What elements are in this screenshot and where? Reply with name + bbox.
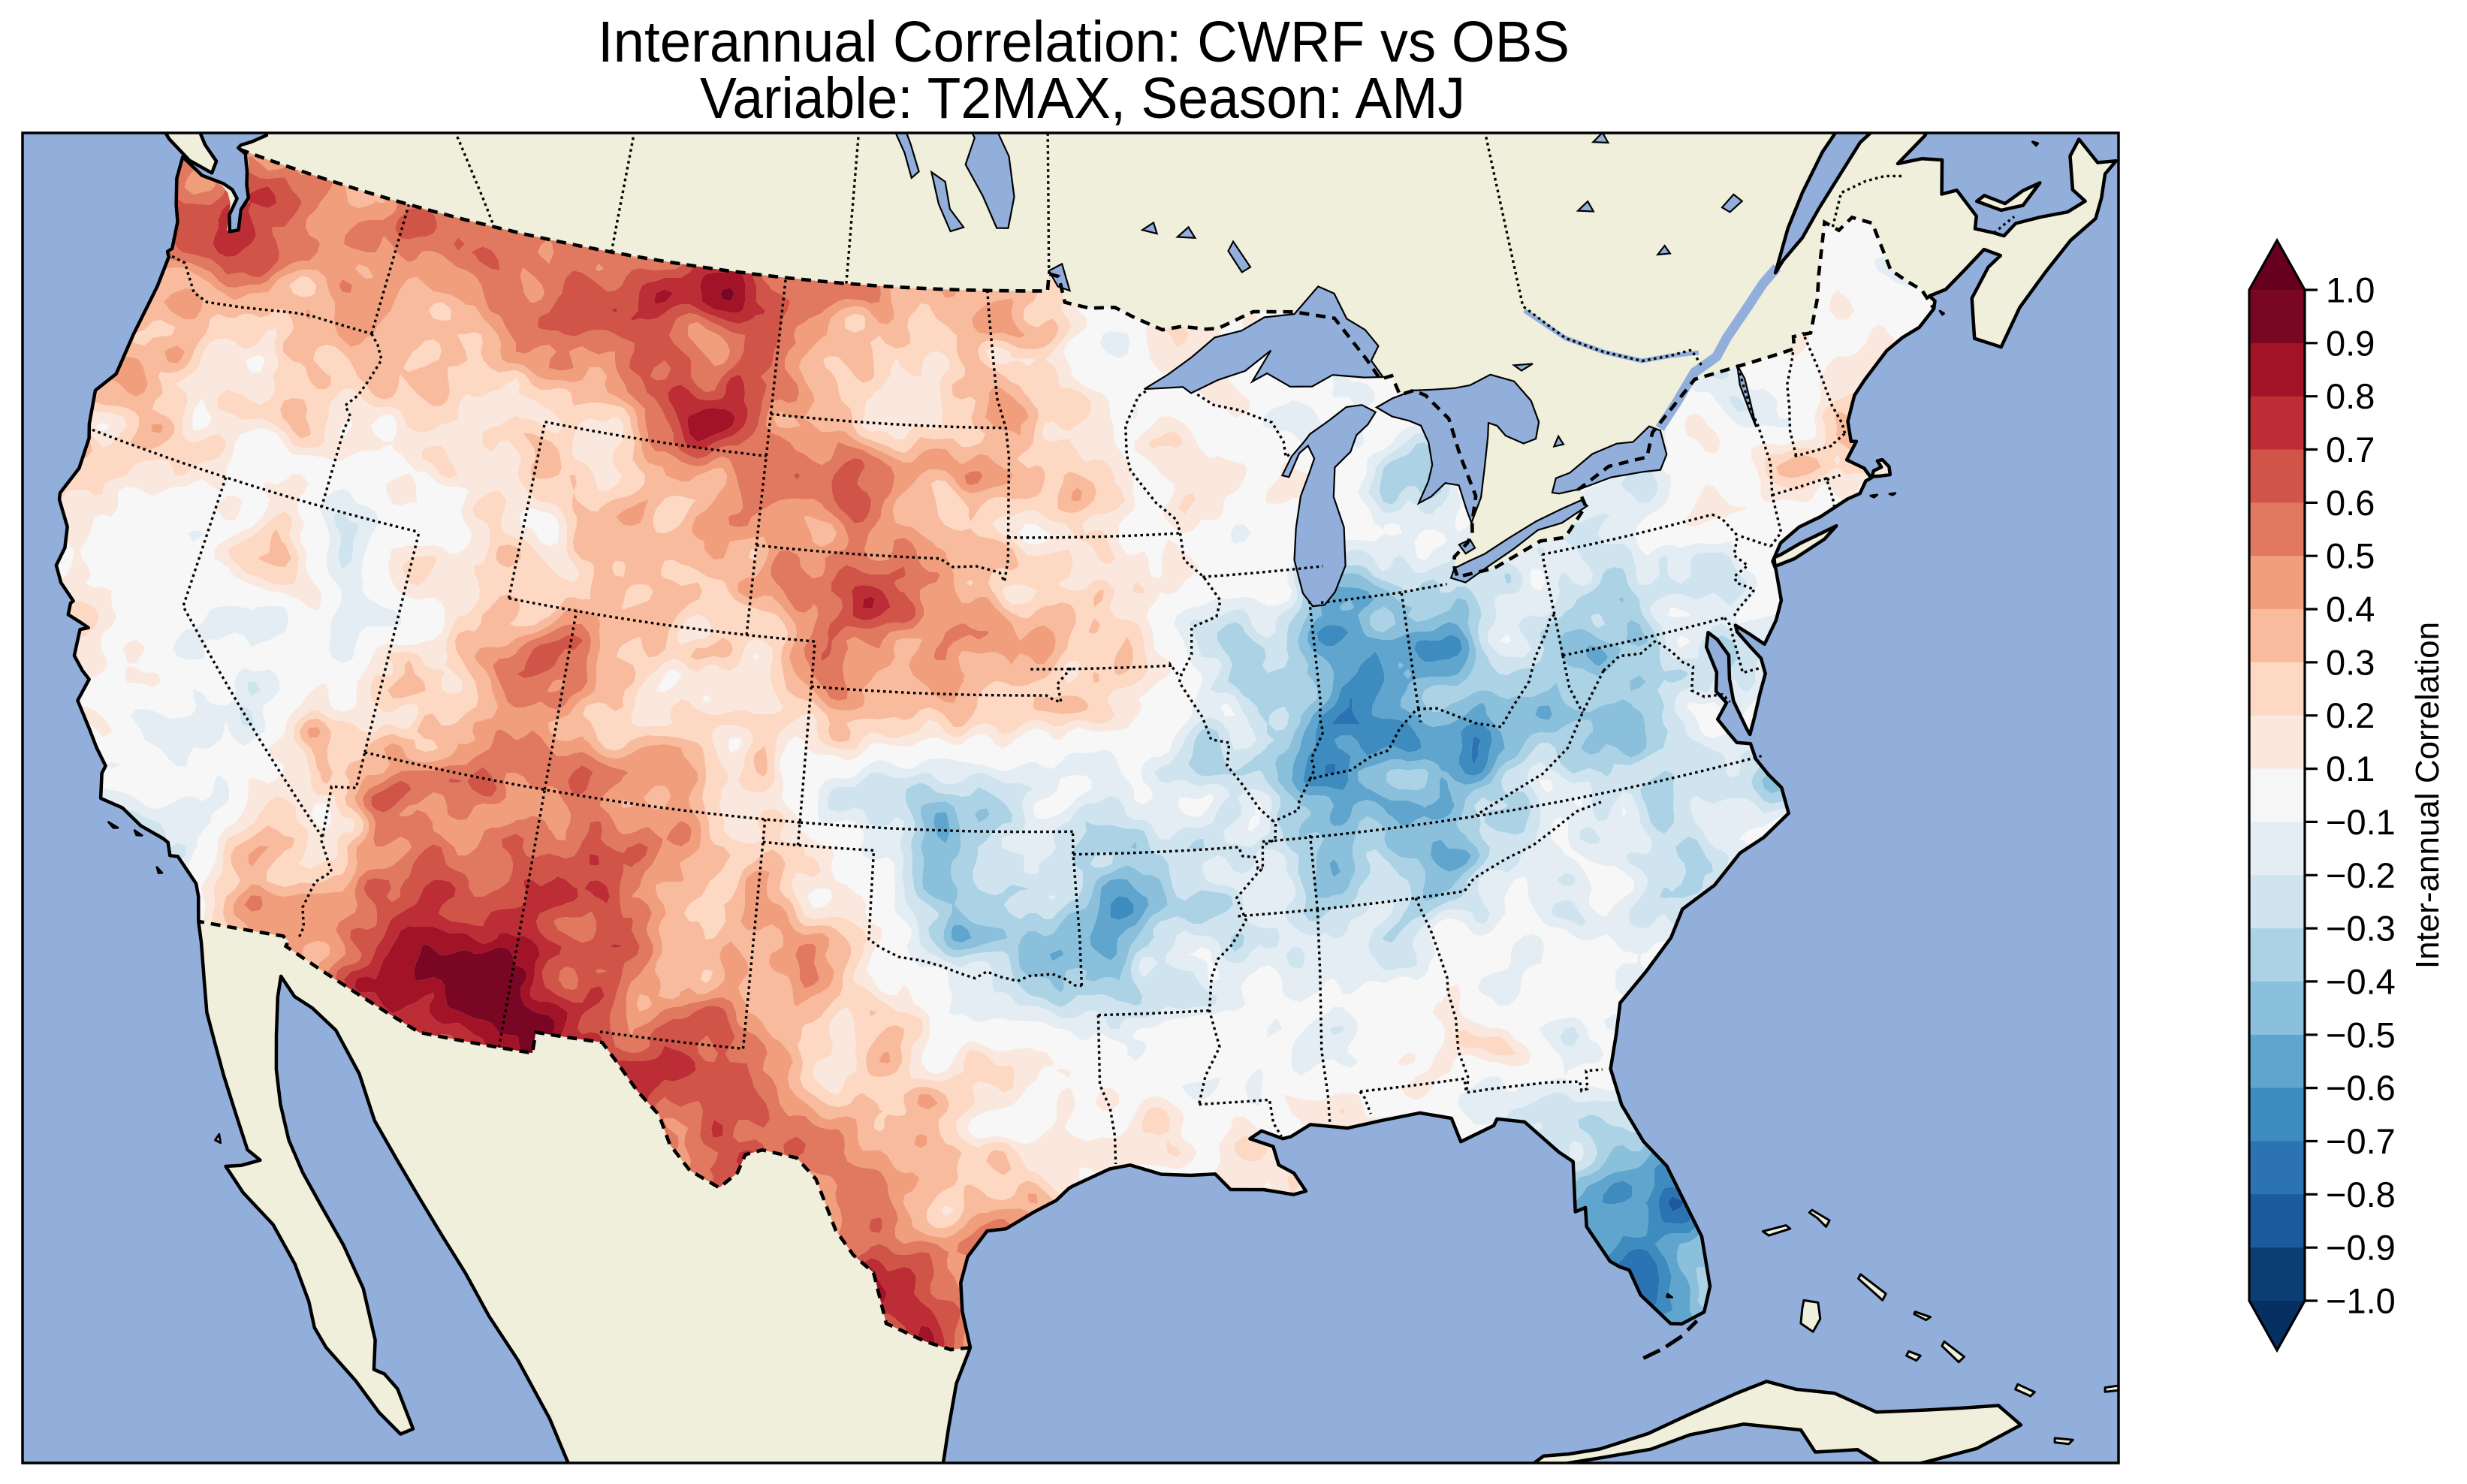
svg-text:0.4: 0.4 xyxy=(2326,590,2375,629)
svg-text:−0.2: −0.2 xyxy=(2326,855,2396,895)
svg-text:−0.7: −0.7 xyxy=(2326,1121,2396,1161)
svg-text:−0.9: −0.9 xyxy=(2326,1228,2396,1268)
svg-text:0.2: 0.2 xyxy=(2326,695,2375,735)
svg-text:1.0: 1.0 xyxy=(2326,270,2375,310)
svg-text:−0.5: −0.5 xyxy=(2326,1015,2396,1054)
svg-text:0.9: 0.9 xyxy=(2326,323,2375,363)
svg-text:Variable: T2MAX, Season: AMJ: Variable: T2MAX, Season: AMJ xyxy=(700,66,1465,131)
svg-text:0.6: 0.6 xyxy=(2326,483,2375,523)
svg-text:Interannual Correlation: CWRF: Interannual Correlation: CWRF vs OBS xyxy=(598,10,1570,74)
svg-text:−0.8: −0.8 xyxy=(2326,1175,2396,1214)
svg-text:0.3: 0.3 xyxy=(2326,642,2375,682)
svg-text:−0.6: −0.6 xyxy=(2326,1068,2396,1108)
svg-text:0.8: 0.8 xyxy=(2326,376,2375,416)
svg-text:−0.3: −0.3 xyxy=(2326,909,2396,949)
svg-text:0.1: 0.1 xyxy=(2326,749,2375,789)
svg-text:Inter-annual Correlation: Inter-annual Correlation xyxy=(2409,622,2446,969)
svg-text:0.7: 0.7 xyxy=(2326,430,2375,469)
svg-text:0.5: 0.5 xyxy=(2326,536,2375,576)
svg-text:−0.4: −0.4 xyxy=(2326,961,2396,1001)
svg-text:−1.0: −1.0 xyxy=(2326,1281,2396,1321)
svg-text:−0.1: −0.1 xyxy=(2326,802,2396,842)
